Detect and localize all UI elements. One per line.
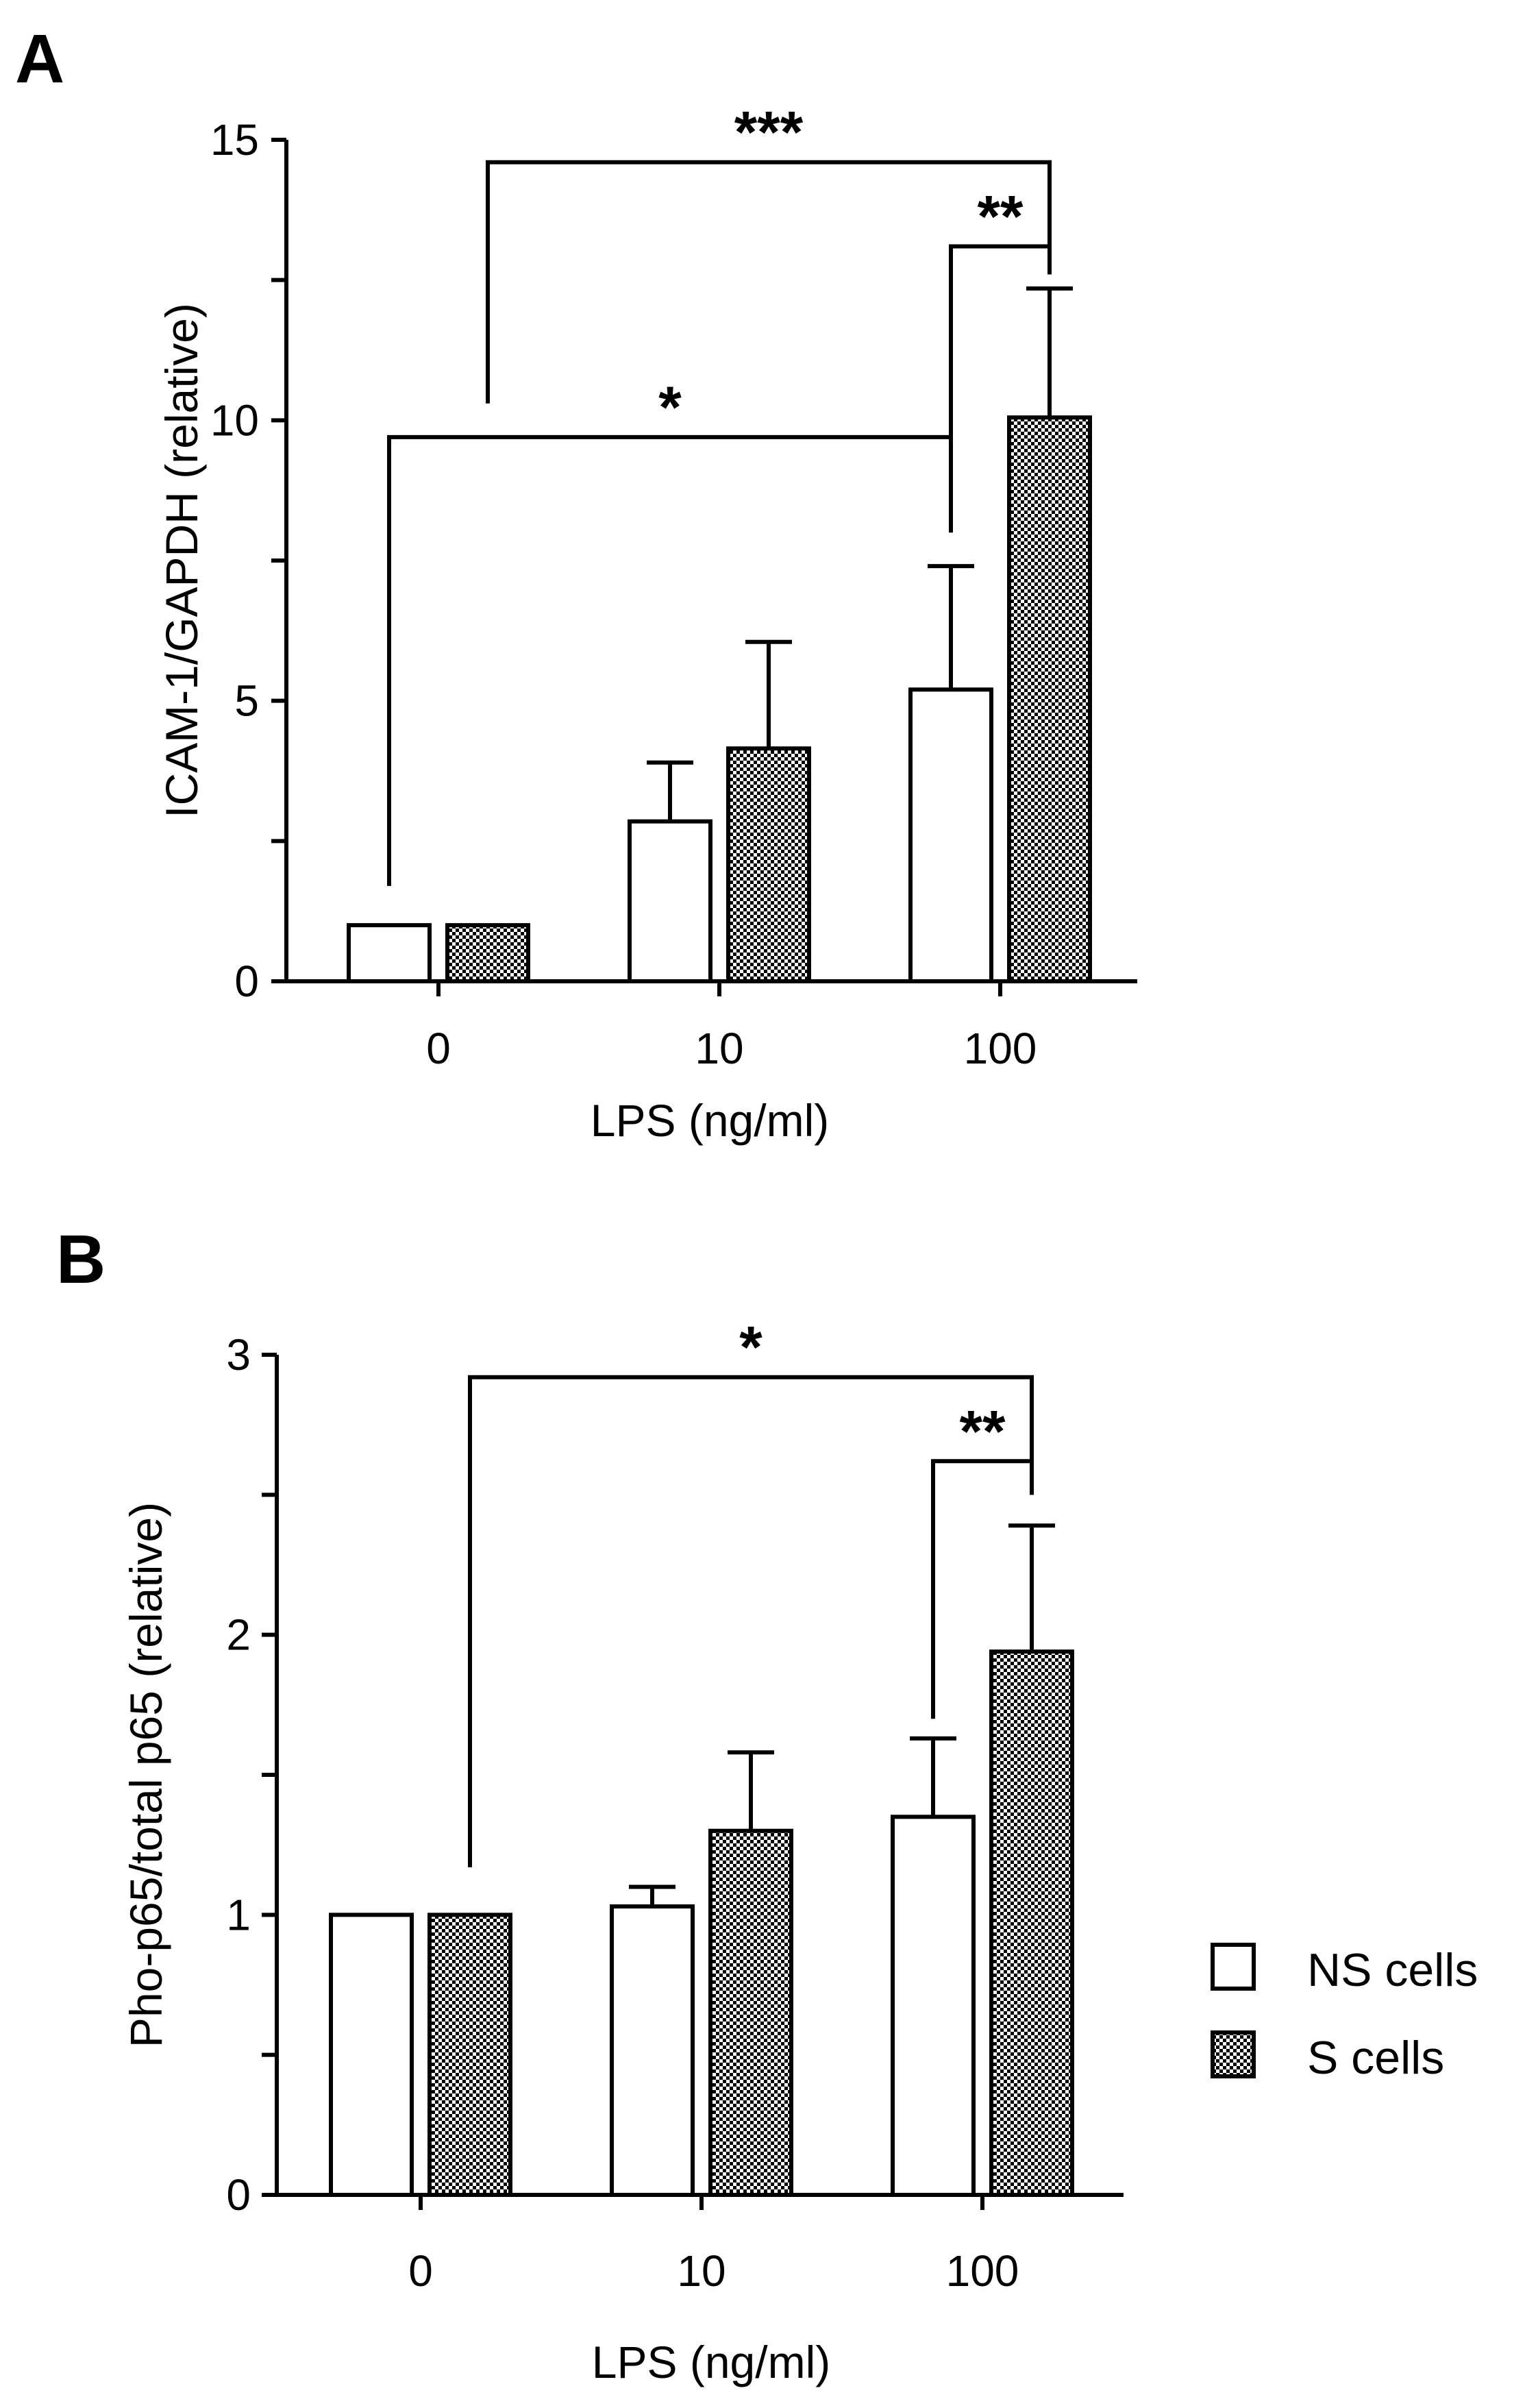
panel-b-bar-s-cells-100 [989, 1649, 1074, 2198]
panel-a-significance-bracket-2 [949, 244, 1052, 533]
panel-b-significance-bracket-2 [931, 1459, 1034, 1719]
panel-b-x-ticks: 0 10 100 [408, 2195, 1019, 2296]
panel-a-x-axis-label: LPS (ng/ml) [591, 1095, 829, 1146]
panel-b-x-tick-label-100: 100 [946, 2246, 1019, 2296]
panel-a-bar-ns-cells-100 [908, 687, 993, 983]
panel-a-y-ticks: 0 5 10 15 [210, 115, 286, 1006]
panel-b-letter: B [56, 1221, 106, 1298]
panel-a-error-bar-s-cells-100 [1026, 286, 1073, 418]
legend-swatch-s-cells [1211, 2030, 1256, 2078]
panel-a-significance-label-3: * [658, 375, 682, 441]
panel-a-error-bar-ns-cells-100 [928, 564, 974, 690]
panel-b-significance-bracket-1 [468, 1375, 1034, 1867]
panel-b-error-bar-ns-cells-100 [910, 1736, 956, 1817]
panel-b-significance-label-2: ** [960, 1399, 1006, 1464]
panel-b-bar-s-cells-0 [427, 1913, 512, 2197]
panel-a-y-tick-label-15: 15 [210, 115, 259, 164]
panel-a-x-tick-label-0: 0 [426, 1024, 451, 1073]
panel-a-bar-s-cells-100 [1007, 415, 1092, 983]
panel-a-significance-bracket-3 [387, 434, 953, 886]
panel-b-y-ticks: 0 1 2 3 [226, 1330, 277, 2220]
panel-a-bar-s-cells-10 [726, 746, 811, 983]
panel-b-bar-s-cells-10 [708, 1828, 793, 2198]
panel-a-significance-label-1: *** [734, 100, 804, 166]
panel-a-bar-s-cells-0 [445, 923, 530, 983]
panel-b-error-bar-s-cells-10 [728, 1750, 774, 1831]
panel-b-y-tick-label-0: 0 [226, 2170, 251, 2220]
panel-a-y-axis-label: ICAM-1/GAPDH (relative) [156, 303, 207, 818]
panel-a-error-bar-s-cells-10 [745, 639, 792, 749]
panel-b-x-axis-label: LPS (ng/ml) [592, 2337, 830, 2387]
panel-a-x-ticks: 0 10 100 [426, 981, 1037, 1073]
panel-b-significance: *** [468, 1315, 1034, 1867]
panel-a-letter: A [15, 21, 64, 97]
legend-label-ns-cells: NS cells [1307, 1944, 1478, 1996]
panel-b-error-bar-s-cells-100 [1008, 1523, 1055, 1652]
panel-b-significance-label-1: * [739, 1315, 762, 1381]
panel-a-error-bars [647, 286, 1073, 822]
panel-b-error-bars [629, 1523, 1055, 1907]
panel-b-y-tick-label-2: 2 [226, 1610, 251, 1660]
panel-a-y-tick-label-10: 10 [210, 395, 259, 445]
panel-b-x-tick-label-0: 0 [408, 2246, 433, 2296]
panel-a-y-tick-label-5: 5 [234, 676, 259, 726]
panel-b-y-tick-label-1: 1 [226, 1890, 251, 1939]
panel-b-bar-ns-cells-100 [891, 1815, 976, 2198]
legend: NS cells S cells [1211, 1943, 1478, 2084]
panel-b-error-bar-ns-cells-10 [629, 1884, 675, 1907]
panel-b-y-axis-label: Pho-p65/total p65 (relative) [121, 1502, 171, 2048]
panel-b-bar-ns-cells-0 [329, 1913, 414, 2197]
panel-a-significance-label-2: ** [978, 184, 1024, 250]
panel-a-significance: ****** [387, 100, 1052, 886]
panel-a-x-tick-label-10: 10 [695, 1024, 743, 1073]
panel-a-bars [347, 415, 1092, 984]
panel-a-bar-ns-cells-10 [628, 819, 712, 984]
panel-a-x-tick-label-100: 100 [964, 1024, 1037, 1073]
panel-b-x-tick-label-10: 10 [677, 2246, 726, 2296]
panel-a-bar-ns-cells-0 [347, 923, 432, 983]
panel-a-y-tick-label-0: 0 [234, 957, 259, 1006]
panel-b-y-tick-label-3: 3 [226, 1330, 251, 1379]
panel-b-bars [329, 1649, 1074, 2198]
panel-a-significance-bracket-1 [486, 160, 1052, 404]
legend-swatch-ns-cells [1211, 1943, 1256, 1991]
panel-a-error-bar-ns-cells-10 [647, 760, 693, 822]
legend-label-s-cells: S cells [1307, 2032, 1444, 2084]
panel-b-bar-ns-cells-10 [610, 1904, 695, 2197]
